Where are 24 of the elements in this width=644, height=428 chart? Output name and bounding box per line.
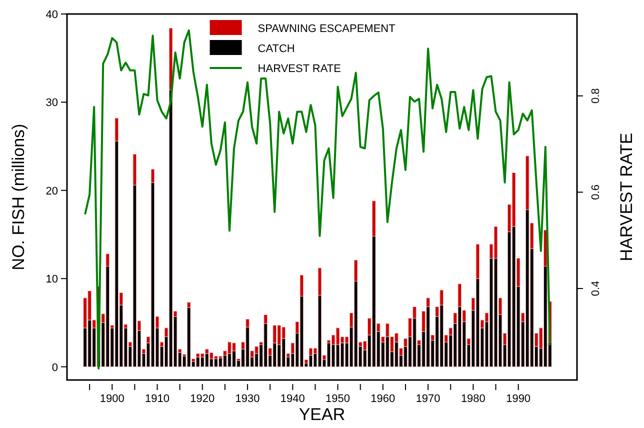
legend-label: SPAWNING ESCAPEMENT [258,23,396,35]
y2-axis-title: HARVEST RATE [617,132,636,262]
legend-label: HARVEST RATE [258,63,341,75]
legend-label: CATCH [258,43,295,55]
x-tick-label: 1960 [370,393,396,405]
x-tick-label: 1970 [416,393,440,405]
y-tick-label: 0 [52,362,58,374]
x-tick-label: 1920 [190,393,215,405]
x-axis-title: YEAR [298,405,346,424]
y-axis-title: NO. FISH (millions) [9,124,28,270]
y-tick-label: 10 [46,274,58,286]
x-tick-label: 1940 [280,393,305,405]
y-tick-label: 40 [46,9,58,21]
y2-tick-label: 0.8 [590,88,602,104]
y-tick-label: 20 [46,185,58,198]
x-tick-label: 1900 [100,393,124,405]
x-tick-label: 1990 [506,393,531,405]
x-tick-label: 1980 [460,393,486,405]
y2-tick-label: 0.4 [590,280,602,296]
x-tick-label: 1910 [145,393,170,405]
y-tick-label: 30 [46,97,58,110]
x-tick-label: 1930 [235,393,260,405]
x-tick-label: 1950 [326,393,350,405]
y2-tick-label: 0.6 [590,184,602,200]
